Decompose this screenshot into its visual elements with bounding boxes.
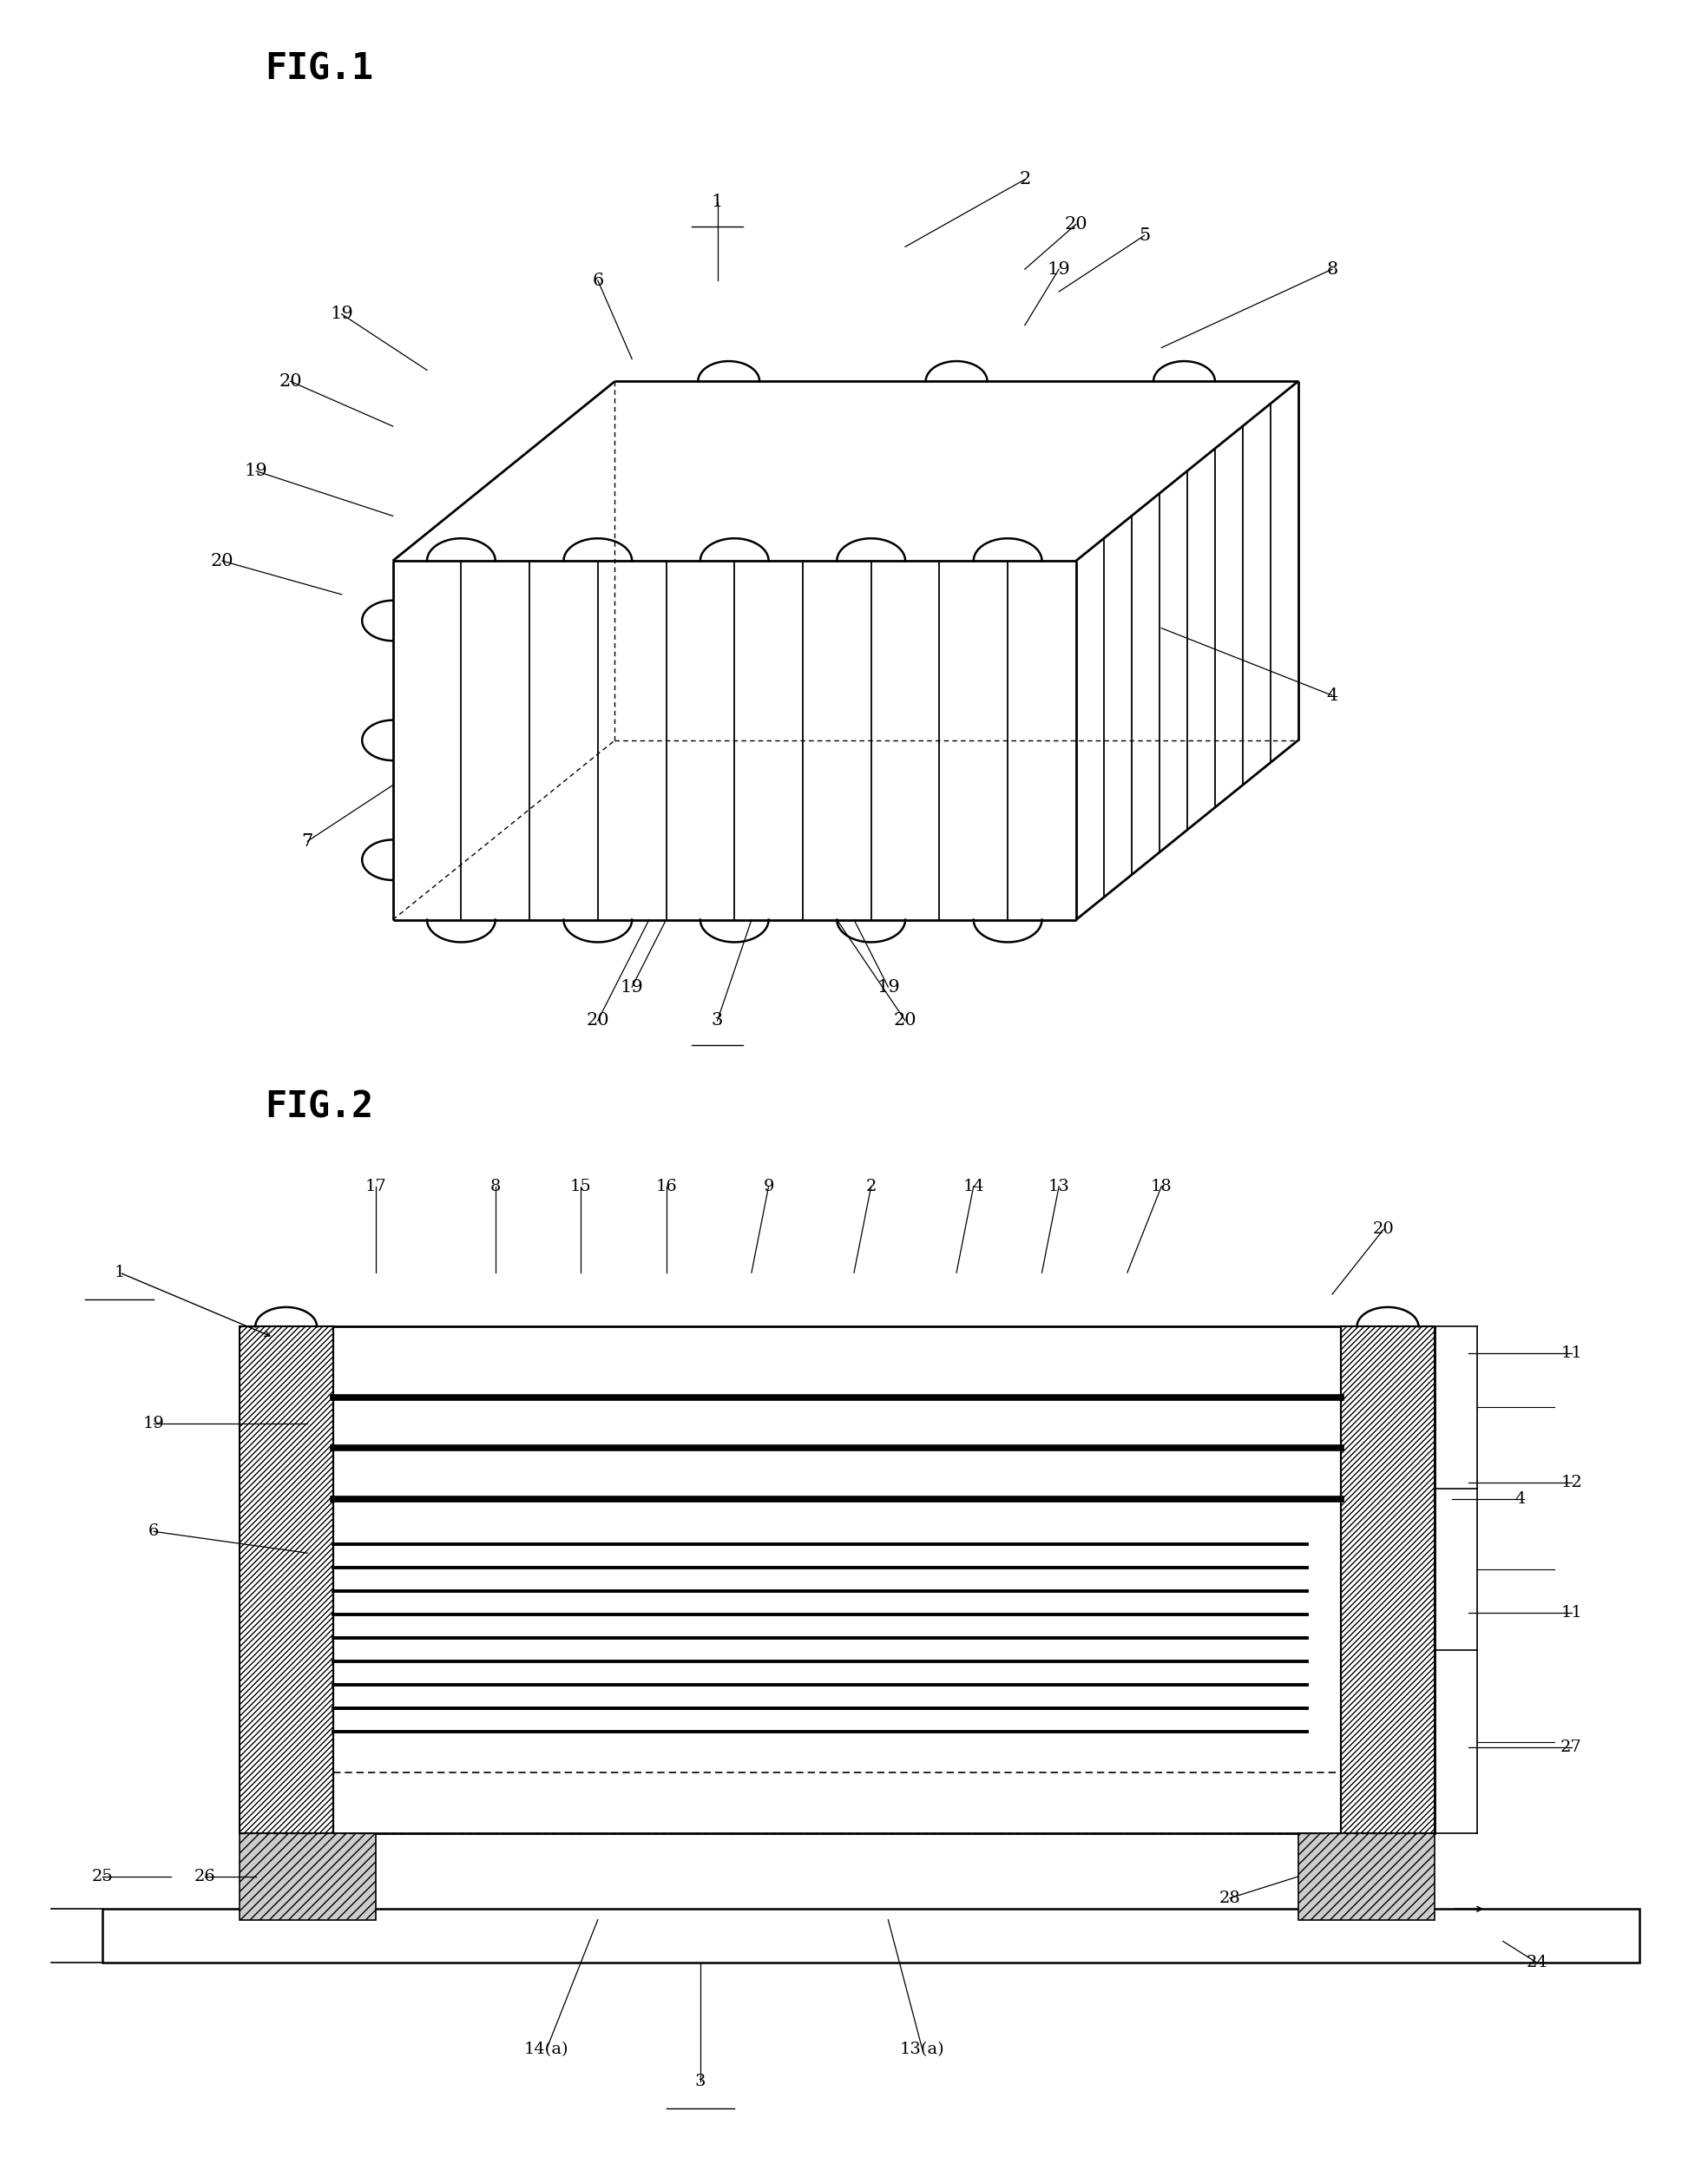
Text: 19: 19 — [330, 306, 354, 321]
Text: 20: 20 — [1064, 216, 1088, 233]
Text: 17: 17 — [366, 1178, 386, 1195]
Bar — [1298, 1833, 1435, 1920]
Text: 26: 26 — [195, 1868, 215, 1885]
Text: 18: 18 — [1151, 1178, 1172, 1195]
Text: 20: 20 — [1373, 1221, 1394, 1238]
Text: 3: 3 — [712, 1012, 722, 1029]
Text: 11: 11 — [1561, 1346, 1582, 1361]
Text: 25: 25 — [92, 1868, 113, 1885]
Text: 9: 9 — [763, 1178, 774, 1195]
Text: 2: 2 — [866, 1178, 876, 1195]
Text: 7: 7 — [302, 833, 313, 850]
Text: 19: 19 — [244, 464, 268, 479]
Text: FIG.2: FIG.2 — [265, 1089, 374, 1126]
Text: 13(a): 13(a) — [900, 2041, 945, 2058]
Text: 15: 15 — [570, 1178, 591, 1195]
Text: 27: 27 — [1561, 1739, 1582, 1756]
Text: 24: 24 — [1527, 1954, 1547, 1971]
Text: 20: 20 — [210, 552, 234, 569]
Text: 19: 19 — [876, 979, 900, 994]
Text: 8: 8 — [1327, 261, 1337, 278]
Text: 14: 14 — [963, 1178, 984, 1195]
Text: 5: 5 — [1139, 226, 1149, 244]
Bar — [239, 1327, 333, 1833]
Text: 11: 11 — [1561, 1605, 1582, 1620]
Text: 20: 20 — [893, 1012, 917, 1029]
Text: 6: 6 — [149, 1523, 159, 1540]
Text: 28: 28 — [1220, 1890, 1240, 1907]
Bar — [102, 1909, 1640, 1963]
Text: 4: 4 — [1515, 1490, 1525, 1508]
Text: 19: 19 — [1047, 261, 1071, 278]
Text: 19: 19 — [143, 1415, 164, 1432]
Polygon shape — [393, 561, 1076, 919]
Polygon shape — [393, 382, 1298, 561]
Polygon shape — [1076, 382, 1298, 919]
Bar — [239, 1327, 1435, 1833]
Text: 1: 1 — [114, 1264, 125, 1281]
Text: 8: 8 — [490, 1178, 500, 1195]
Text: 16: 16 — [656, 1178, 676, 1195]
Text: 20: 20 — [278, 373, 302, 390]
Text: 20: 20 — [586, 1012, 610, 1029]
Text: 2: 2 — [1020, 170, 1030, 188]
Text: 3: 3 — [695, 2073, 705, 2090]
Bar — [1341, 1327, 1435, 1833]
Text: FIG.1: FIG.1 — [265, 50, 374, 86]
Text: 6: 6 — [593, 272, 603, 289]
Text: 12: 12 — [1561, 1475, 1582, 1490]
Bar — [239, 1833, 376, 1920]
Text: 13: 13 — [1049, 1178, 1069, 1195]
Text: 4: 4 — [1327, 688, 1337, 703]
Text: 14(a): 14(a) — [524, 2041, 569, 2058]
Text: 19: 19 — [620, 979, 644, 994]
Text: 1: 1 — [712, 194, 722, 209]
